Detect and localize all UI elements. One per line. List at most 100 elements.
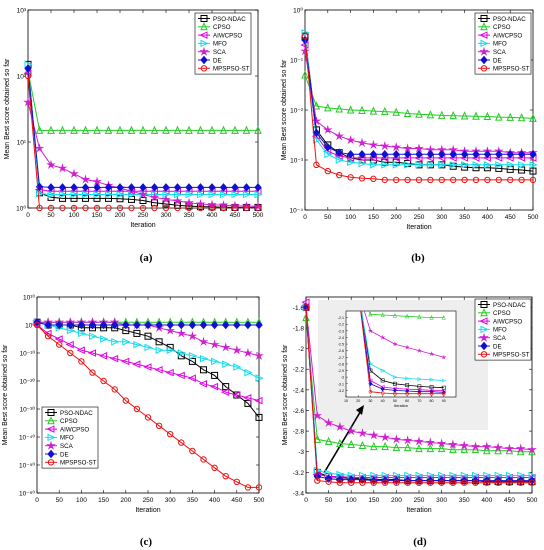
data-point-mfo xyxy=(313,466,322,475)
x-tick-label: 500 xyxy=(254,497,265,504)
inset-data-point xyxy=(405,388,410,394)
data-point-mpspso-st xyxy=(231,204,239,212)
data-point-cpso xyxy=(483,111,492,121)
inset-y-tick-label: -2.5 xyxy=(338,343,344,347)
x-tick-label: 50 xyxy=(56,497,64,504)
data-point-mpspso-st xyxy=(255,484,263,491)
y-tick-label: 10⁰ xyxy=(293,7,303,15)
data-point-de xyxy=(460,150,469,159)
data-point-mpspso-st xyxy=(254,204,262,212)
legend-label: CPSO xyxy=(60,418,78,425)
inset-y-tick-label: -2.7 xyxy=(338,356,344,360)
y-tick-label: 10² xyxy=(17,74,27,81)
data-point-sca xyxy=(335,421,345,432)
inset-x-tick-label: 20 xyxy=(356,399,360,403)
data-point-cpso xyxy=(70,125,78,134)
data-point-mpspso-st xyxy=(370,175,377,183)
x-axis-label: Iteration xyxy=(406,507,431,514)
legend-swatch-marker xyxy=(479,332,489,342)
data-point-sca xyxy=(187,331,198,341)
data-point-de xyxy=(231,183,239,192)
data-point-de xyxy=(188,320,197,330)
inset-data-point xyxy=(404,344,410,350)
data-point-mpspso-st xyxy=(139,204,147,212)
data-point-sca xyxy=(527,444,537,454)
data-point-de xyxy=(44,320,52,330)
data-point-mfo xyxy=(243,190,252,199)
x-tick-label: 350 xyxy=(459,214,470,221)
data-point-mfo xyxy=(392,161,401,169)
legend-label: MFO xyxy=(493,41,507,48)
data-point-mfo xyxy=(122,338,131,346)
data-point-mpspso-st xyxy=(128,204,135,212)
data-point-mfo xyxy=(100,335,109,343)
panel-caption: (a) xyxy=(140,252,153,264)
y-tick-label: 10⁻⁵⁰ xyxy=(19,462,35,470)
data-point-mfo xyxy=(89,332,98,340)
data-point-mpspso-st xyxy=(347,174,354,181)
data-point-sca xyxy=(414,143,424,153)
data-point-sca xyxy=(368,139,379,150)
data-point-sca xyxy=(176,328,187,338)
data-point-mpspso-st xyxy=(244,484,252,491)
chart-panel-b: 0 50 100 150 200 250 300 350 400 450 500 10⁻⁴ 10⁻³ 10… xyxy=(281,7,539,265)
x-tick-label: 400 xyxy=(207,212,218,219)
y-tick-label: 10⁻⁶⁰ xyxy=(19,490,35,498)
inset-data-point xyxy=(441,378,447,383)
data-point-mpspso-st xyxy=(67,349,74,357)
x-tick-label: 150 xyxy=(98,497,109,504)
data-point-mpspso-st xyxy=(450,176,457,184)
data-point-mpspso-st xyxy=(370,479,377,486)
inset-y-tick-label: -2.1 xyxy=(338,316,344,320)
data-point-aiwcpso xyxy=(165,368,174,377)
legend-swatch-marker xyxy=(46,440,56,450)
legend-label: SCA xyxy=(213,49,227,56)
inset-data-point xyxy=(417,384,422,389)
series-line-pso-ndac xyxy=(37,321,259,418)
x-tick-label: 100 xyxy=(69,212,80,219)
legend-label: PSO-NDAC xyxy=(493,302,526,309)
data-point-mfo xyxy=(461,161,470,169)
data-point-mpspso-st xyxy=(211,464,218,471)
x-tick-label: 300 xyxy=(436,214,447,221)
y-tick-label: 10⁰ xyxy=(25,322,35,330)
data-point-mpspso-st xyxy=(89,369,96,376)
data-point-mpspso-st xyxy=(472,176,480,184)
data-point-cpso xyxy=(370,441,378,451)
inset-data-point xyxy=(380,378,385,383)
legend-label: AIWCPSO xyxy=(213,32,242,39)
legend-swatch-marker xyxy=(200,65,208,72)
x-axis-label: Iteration xyxy=(130,222,155,229)
data-point-mpspso-st xyxy=(348,479,355,486)
legend-label: PSO-NDAC xyxy=(213,16,246,23)
data-point-de xyxy=(81,183,90,192)
data-point-cpso xyxy=(415,443,423,453)
data-point-sca xyxy=(504,443,515,453)
data-point-cpso xyxy=(324,436,333,445)
data-point-cpso xyxy=(196,125,205,134)
data-point-mpspso-st xyxy=(178,439,185,446)
data-point-sca xyxy=(345,134,356,145)
x-tick-label: 50 xyxy=(324,214,332,221)
data-point-aiwcpso xyxy=(132,360,141,368)
legend-swatch-marker xyxy=(479,317,488,325)
inset-y-tick-label: -2.4 xyxy=(338,336,344,340)
data-point-mfo xyxy=(220,190,229,199)
data-point-de xyxy=(219,183,228,192)
data-point-mpspso-st xyxy=(93,204,101,212)
data-point-pso-ndac xyxy=(200,366,207,374)
data-point-mfo xyxy=(105,190,114,199)
data-point-mpspso-st xyxy=(189,447,196,455)
data-point-mfo xyxy=(116,190,125,199)
legend-swatch-marker xyxy=(480,341,488,351)
y-tick-label: 10⁻² xyxy=(290,108,304,115)
data-point-sca xyxy=(300,46,310,56)
data-point-mfo xyxy=(133,340,142,349)
legend-label: MPSPSO-ST xyxy=(493,352,530,359)
inset-data-point xyxy=(416,347,423,353)
x-tick-label: 100 xyxy=(76,497,87,504)
data-point-mpspso-st xyxy=(404,479,411,486)
x-tick-label: 250 xyxy=(414,214,425,221)
